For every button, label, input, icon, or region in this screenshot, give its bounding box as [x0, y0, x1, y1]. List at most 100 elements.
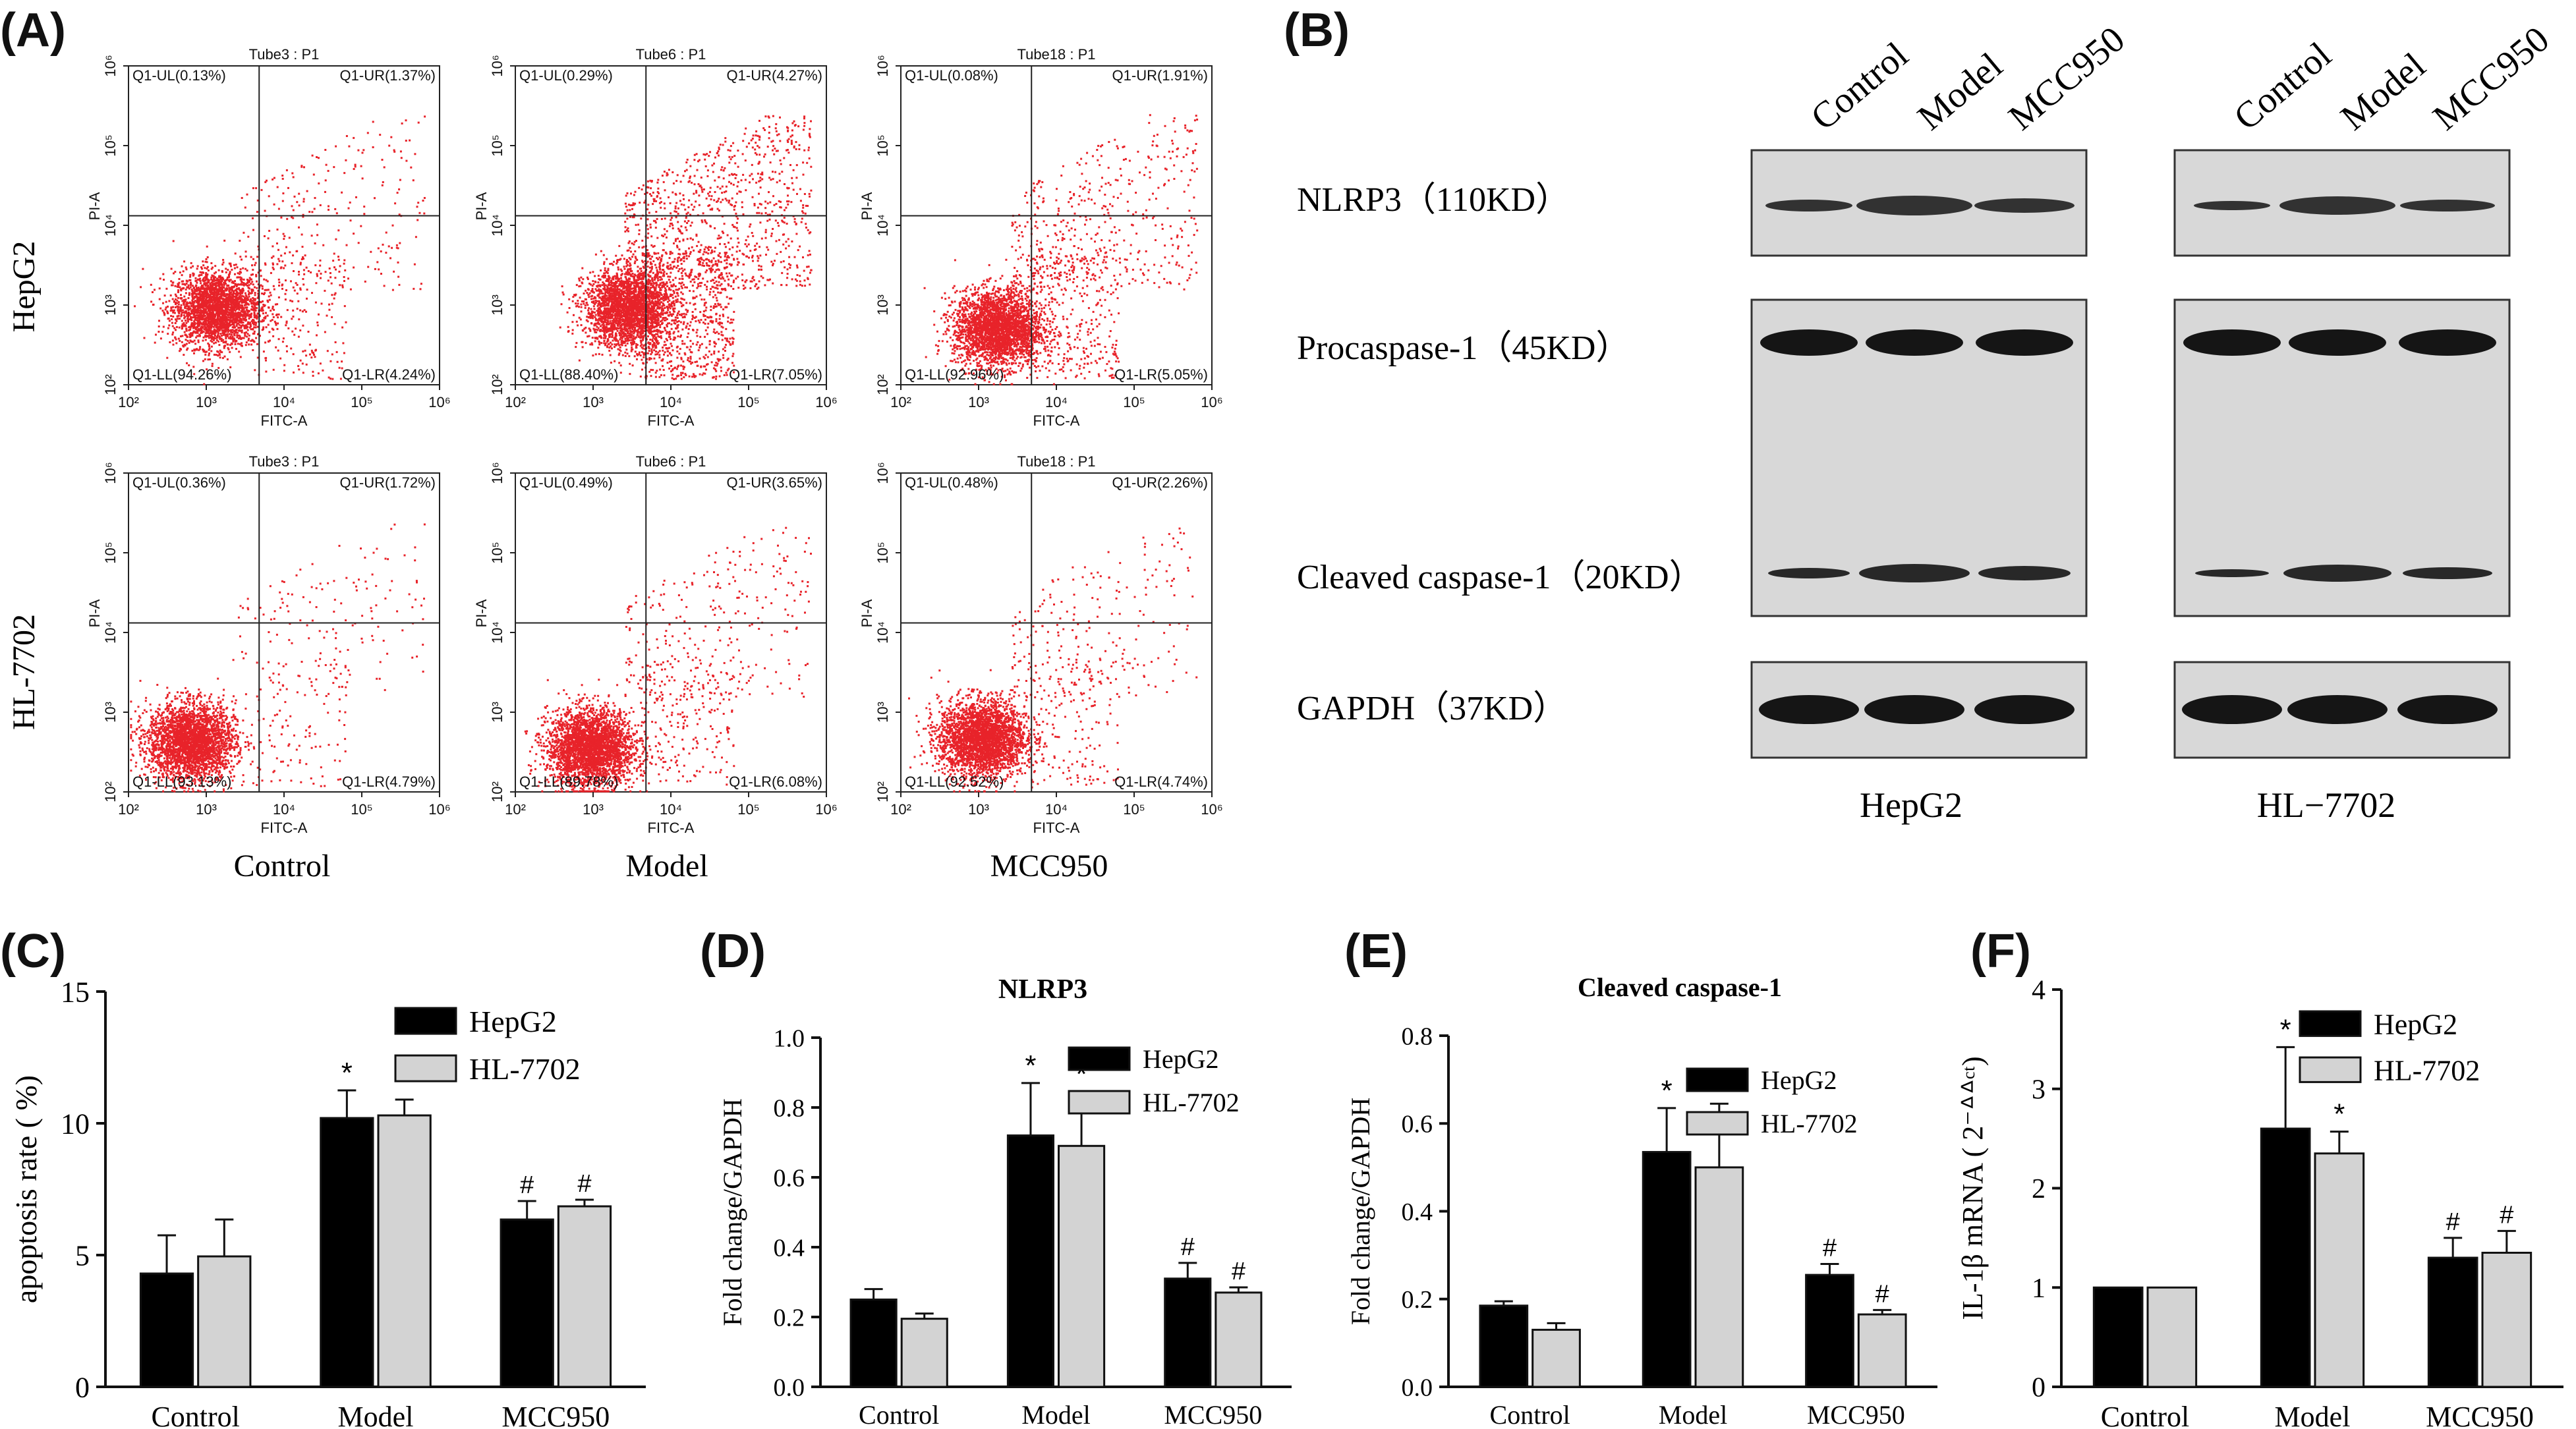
col-label-control: Control	[234, 849, 331, 883]
quadrant-ul-label: Q1-UL(0.29%)	[519, 67, 613, 84]
x-axis-label: FITC-A	[1033, 820, 1080, 836]
band	[1759, 695, 1859, 724]
band	[2399, 329, 2496, 356]
significance-mark: *	[1661, 1075, 1673, 1107]
band	[2183, 329, 2281, 356]
legend-label: HepG2	[1143, 1044, 1219, 1074]
y-tick-label: 10⁴	[489, 621, 505, 644]
cell-line-label-hepg2: HepG2	[1860, 785, 1962, 825]
significance-mark: *	[2280, 1013, 2291, 1046]
x-tick-label: 10³	[583, 394, 604, 410]
bar	[1531, 1328, 1581, 1388]
y-tick-label: 10³	[874, 702, 891, 723]
legend-swatch	[1068, 1046, 1131, 1071]
y-axis-label: Fold change/GAPDH	[1346, 1098, 1375, 1326]
legend-label: HepG2	[1761, 1065, 1837, 1095]
bar	[1805, 1274, 1854, 1388]
bar	[1006, 1134, 1054, 1388]
x-tick-label: 10⁴	[273, 801, 295, 818]
y-tick-label: 0.8	[774, 1094, 805, 1122]
x-tick-label: 10²	[118, 801, 139, 818]
quadrant-ur-label: Q1-UR(1.72%)	[340, 474, 436, 491]
y-tick-label: 10⁵	[874, 542, 891, 564]
quadrant-ul-label: Q1-UL(0.48%)	[905, 474, 998, 491]
bar	[2427, 1256, 2478, 1388]
x-axis-label: FITC-A	[1033, 412, 1080, 429]
legend-swatch	[394, 1054, 457, 1082]
bar	[557, 1205, 612, 1388]
x-tick-label: 10⁵	[351, 801, 373, 818]
y-tick-label: 3	[2032, 1075, 2046, 1105]
band	[1978, 566, 2071, 580]
bar	[900, 1318, 948, 1388]
quadrant-ul-label: Q1-UL(0.08%)	[905, 67, 998, 84]
band	[1974, 695, 2075, 724]
y-tick-label: 10²	[489, 374, 505, 395]
quadrant-ll-label: Q1-LL(92.52%)	[905, 773, 1004, 790]
lane-label-model: Model	[1910, 45, 2011, 138]
x-tick-label: 10⁵	[1123, 394, 1145, 410]
bar	[2146, 1286, 2198, 1388]
quadrant-ul-label: Q1-UL(0.49%)	[519, 474, 613, 491]
bar	[139, 1272, 194, 1388]
y-tick-label: 0.0	[774, 1374, 805, 1401]
quadrant-ur-label: Q1-UR(4.27%)	[727, 67, 822, 84]
y-tick-label: 10⁴	[489, 214, 505, 237]
y-tick-label: 0.6	[1402, 1111, 1433, 1138]
bar	[1694, 1166, 1744, 1388]
x-axis-label: FITC-A	[261, 412, 308, 429]
quadrant-ur-label: Q1-UR(1.91%)	[1112, 67, 1208, 84]
y-tick-label: 0.4	[774, 1234, 805, 1262]
legend-swatch	[394, 1007, 457, 1035]
y-tick-label: 10³	[874, 294, 891, 316]
bar	[377, 1114, 432, 1388]
bar-chart-d: 0.0 0.2 0.4 0.6 0.8 1.0 Fold change/GAPDH NLRP3…	[718, 974, 1292, 1429]
legend-label: HL-7702	[1143, 1088, 1240, 1117]
bar	[1215, 1291, 1263, 1388]
y-tick-label: 10⁶	[874, 55, 891, 77]
band	[1856, 196, 1972, 215]
band	[1765, 200, 1852, 211]
significance-mark: #	[1823, 1234, 1837, 1262]
x-tick-label: 10²	[505, 801, 526, 818]
x-tick-label: 10⁶	[815, 801, 838, 818]
quadrant-ul-label: Q1-UL(0.13%)	[132, 67, 226, 84]
x-tick-label: 10²	[890, 801, 911, 818]
quadrant-lr-label: Q1-LR(7.05%)	[729, 366, 822, 383]
category-label: MCC950	[2426, 1401, 2534, 1429]
quadrant-ur-label: Q1-UR(2.26%)	[1112, 474, 1208, 491]
y-axis-label: PI-A	[859, 192, 875, 220]
plot-frame	[128, 65, 440, 385]
y-tick-label: 10²	[874, 374, 891, 395]
quadrant-lr-label: Q1-LR(4.74%)	[1114, 773, 1208, 790]
panel-label-f: (F)	[1970, 925, 2031, 978]
y-tick-label: 0.8	[1402, 1023, 1433, 1050]
legend-label: HepG2	[469, 1005, 557, 1038]
quadrant-ur-label: Q1-UR(1.37%)	[340, 67, 436, 84]
bar	[2314, 1152, 2365, 1388]
band	[2195, 569, 2269, 577]
band	[2279, 196, 2395, 215]
x-tick-label: 10⁶	[1201, 394, 1223, 410]
x-axis-label: FITC-A	[648, 412, 695, 429]
lane-label-control: Control	[1804, 34, 1916, 138]
y-tick-label: 1.0	[774, 1024, 805, 1052]
x-tick-label: 10⁴	[1045, 801, 1068, 818]
flow-plot: Tube18 : P1 Q1-UL(0.48%) Q1-UR(2.26%) Q1-LL…	[859, 453, 1223, 836]
bar	[320, 1117, 374, 1388]
x-tick-label: 10³	[968, 801, 989, 818]
band	[2403, 567, 2492, 579]
x-tick-label: 10⁶	[815, 394, 838, 410]
y-tick-label: 10⁴	[102, 621, 119, 644]
plot-title: Tube6 : P1	[636, 453, 706, 470]
y-tick-label: 10⁶	[489, 462, 505, 484]
y-tick-label: 0.2	[1402, 1286, 1433, 1314]
protein-label-cleaved-caspase1: Cleaved caspase-1（20KD）	[1297, 559, 1703, 596]
plot-frame	[515, 65, 827, 385]
flow-plot: Tube6 : P1 Q1-UL(0.29%) Q1-UR(4.27%) Q1-LL(…	[473, 46, 838, 429]
panel-label-b: (B)	[1284, 4, 1350, 57]
scatter-dots	[923, 114, 1199, 385]
plot-title: Tube3 : P1	[249, 453, 320, 470]
bar	[500, 1218, 554, 1388]
